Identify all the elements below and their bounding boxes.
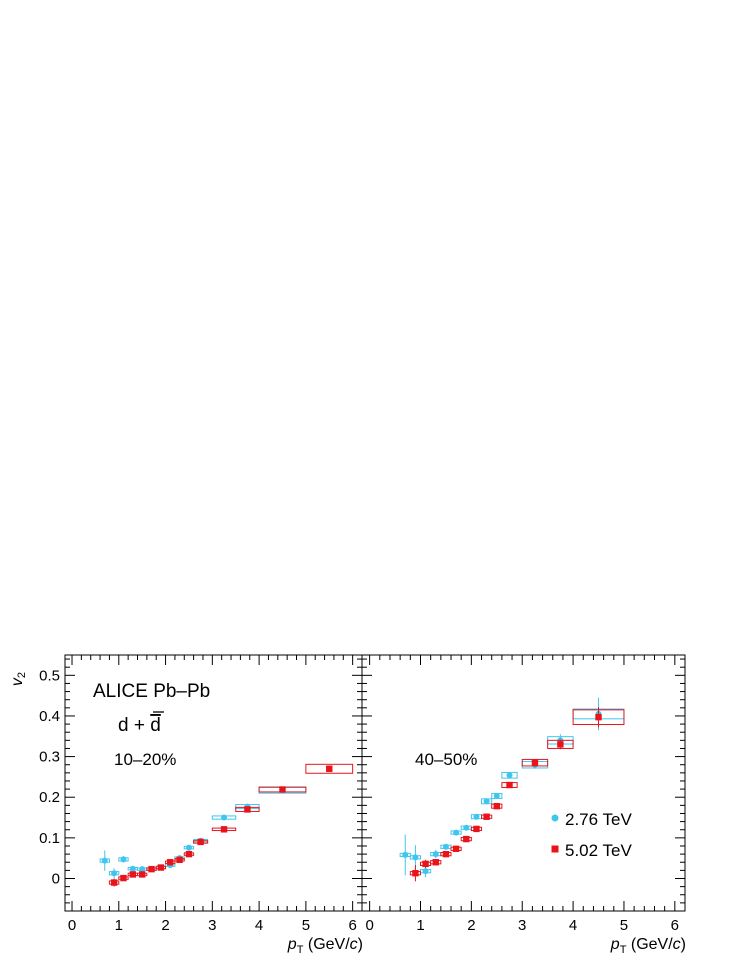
point-c502-right (452, 845, 460, 853)
x-tick-label-right: 0 (365, 917, 373, 934)
point-c502-right (473, 825, 480, 833)
point-c502-right (531, 759, 539, 766)
y-tick-label: 0.1 (39, 830, 60, 847)
point-c502-left (279, 786, 286, 793)
x-tick-label-right: 1 (416, 917, 424, 934)
point-c276-right (506, 772, 513, 779)
x-tick-label-left: 3 (208, 917, 216, 934)
tick-labels: 0 1 2 3 4 5 600.10.20.30.40.50 1 2 3 4 5 6 (39, 667, 679, 934)
y-tick-label: 0.2 (39, 789, 60, 806)
point-c276-right (473, 813, 480, 820)
panel-frame-right (361, 654, 686, 912)
x-tick-label-left: 4 (255, 917, 263, 934)
point-c502-right (557, 741, 564, 748)
point-c276-left (139, 866, 146, 873)
centrality-label-right: 40–50% (415, 750, 477, 769)
point-c276-right (412, 854, 419, 861)
point-c502-right (493, 802, 500, 810)
point-c276-right (442, 843, 449, 850)
axis-ticks (65, 655, 685, 911)
point-c502-left (110, 879, 118, 886)
point-c502-right (432, 859, 439, 866)
point-c502-left (326, 765, 333, 772)
point-c502-left (176, 856, 183, 863)
x-axis-title-left: pT (GeV/c) (287, 936, 363, 956)
y-tick-label: 0 (52, 870, 60, 887)
point-c276-right (463, 824, 470, 831)
point-c502-left (129, 871, 137, 878)
point-c502-right (442, 850, 450, 858)
syst-box-c502-left (305, 763, 354, 774)
panel-frames (64, 654, 686, 912)
legend-label-502: 5.02 TeV (565, 841, 632, 860)
point-c502-left (148, 865, 155, 873)
point-c276-left (120, 856, 127, 863)
point-c276-left (111, 870, 118, 877)
point-c502-right (595, 713, 602, 721)
point-c276-right (422, 868, 429, 875)
legend-label-276: 2.76 TeV (565, 810, 632, 829)
point-c502-left (244, 806, 251, 813)
x-axis-title-right: pT (GeV/c) (610, 936, 686, 956)
legend-marker-276 (551, 814, 559, 822)
y-axis-title: v2 (9, 672, 28, 686)
point-c502-right (463, 835, 470, 843)
legend-marker-502 (551, 845, 559, 853)
x-tick-label-right: 2 (467, 917, 475, 934)
point-c276-right (432, 851, 439, 858)
point-c276-right (453, 829, 460, 836)
point-c502-left (220, 826, 228, 833)
data-marks (99, 697, 625, 887)
point-c502-left (138, 871, 146, 878)
x-tick-label-right: 6 (671, 917, 679, 934)
experiment-label: ALICE Pb–Pb (93, 681, 210, 702)
point-c502-right (483, 813, 490, 820)
point-c502-right (422, 860, 429, 868)
point-c276-right (483, 798, 490, 805)
point-c502-left (197, 838, 204, 846)
point-c502-left (185, 850, 193, 858)
point-c276-left (185, 844, 192, 851)
point-c276-right (402, 851, 409, 858)
point-c502-left (157, 864, 165, 871)
point-c276-right (493, 793, 500, 800)
particle-label: d + d (118, 715, 161, 736)
x-tick-label-left: 5 (302, 917, 310, 934)
point-c502-left (167, 859, 174, 866)
x-tick-label-right: 4 (569, 917, 577, 934)
point-c276-left (101, 857, 108, 864)
y-tick-label: 0.3 (39, 749, 60, 766)
point-c502-left (120, 874, 127, 882)
particle-bar-d: d (150, 715, 161, 736)
y-tick-label: 0.4 (39, 708, 60, 725)
point-c502-right (506, 781, 513, 789)
y-tick-label: 0.5 (39, 667, 60, 684)
x-tick-label-right: 5 (620, 917, 628, 934)
point-c502-right (412, 870, 419, 877)
x-tick-label-left: 2 (161, 917, 169, 934)
x-tick-label-left: 6 (348, 917, 356, 934)
x-tick-label-left: 1 (115, 917, 123, 934)
point-c276-left (129, 865, 136, 872)
x-tick-label-left: 0 (68, 917, 76, 934)
legend: 2.76 TeV 5.02 TeV (551, 810, 632, 860)
centrality-label-left: 10–20% (114, 750, 176, 769)
point-c276-left (221, 814, 228, 821)
x-tick-label-right: 3 (518, 917, 526, 934)
